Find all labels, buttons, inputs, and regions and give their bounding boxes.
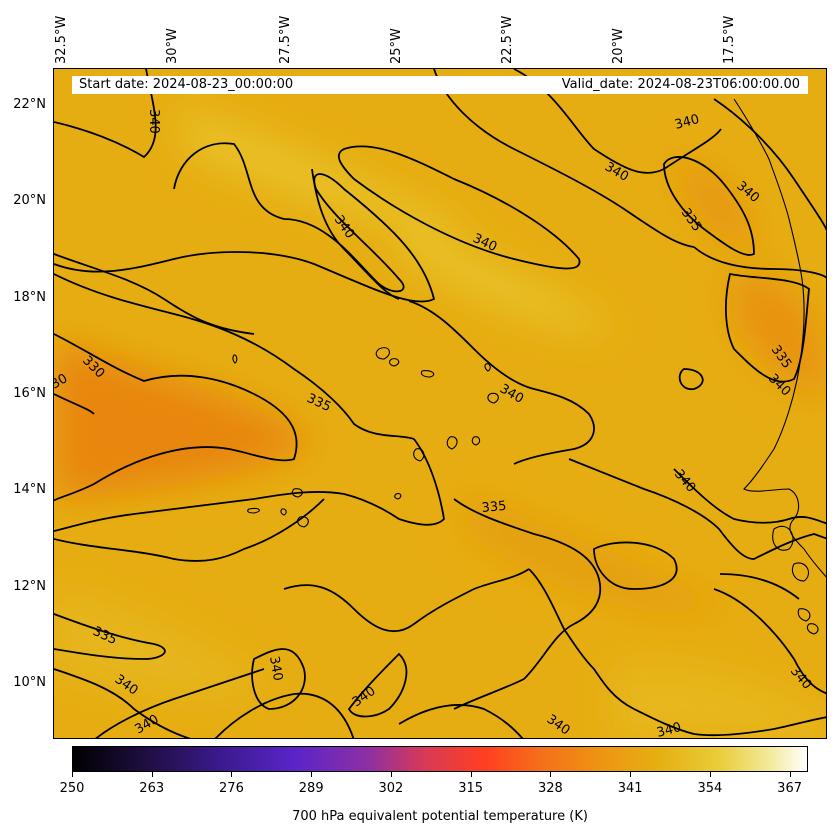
contour-line [54, 438, 445, 532]
island [471, 436, 481, 446]
island [389, 358, 400, 367]
colorbar-tick [390, 772, 392, 777]
contour-line [453, 498, 602, 710]
contour-line [347, 652, 408, 718]
colorbar-tick-label: 289 [298, 781, 324, 796]
contour-line [54, 668, 191, 738]
colorbar-tick-label: 302 [378, 781, 404, 796]
contour-line [513, 69, 722, 174]
colorbar-tick [231, 772, 233, 777]
map-canvas: 340 340 340 340 340 335 340 335 340 330 … [54, 69, 826, 739]
contour-line [54, 498, 325, 562]
colorbar-tick-label: 367 [777, 781, 803, 796]
contour-lines [54, 69, 826, 738]
contour-line [54, 613, 166, 660]
africa-coastline [733, 98, 826, 578]
contour-line [433, 69, 695, 248]
colorbar-tick [630, 772, 632, 777]
contour-line [633, 708, 826, 737]
lon-label-27-5w: 27.5°W [278, 15, 293, 64]
contour-line [725, 272, 810, 383]
contour-line [663, 156, 755, 256]
colorbar-tick [709, 772, 711, 777]
island [394, 493, 402, 500]
colorbar-title: 700 hPa equivalent potential temperature… [292, 809, 588, 824]
lat-label-22n: 22°N [13, 97, 46, 112]
island [232, 354, 238, 364]
contour-line [214, 692, 355, 738]
contour-line [593, 541, 678, 590]
island [375, 347, 390, 360]
island [446, 436, 458, 450]
lat-label-14n: 14°N [13, 482, 46, 497]
island [806, 623, 819, 635]
lon-label-25w: 25°W [389, 28, 404, 64]
lat-label-12n: 12°N [13, 579, 46, 594]
contour-line [673, 468, 826, 525]
colorbar-tick-label: 276 [219, 781, 244, 796]
colorbar-tick [151, 772, 153, 777]
colorbar-tick-label: 315 [458, 781, 484, 796]
island [413, 448, 425, 462]
coastline [232, 98, 826, 635]
lon-label-17-5w: 17.5°W [722, 15, 737, 64]
island [280, 508, 287, 516]
contour-line [713, 588, 826, 695]
lat-label-16n: 16°N [13, 386, 46, 401]
colorbar-tick [72, 772, 73, 777]
contour-line [678, 368, 704, 390]
colorbar [72, 746, 808, 772]
island [247, 507, 260, 514]
island [420, 370, 435, 378]
contour-line [283, 568, 530, 633]
island [297, 516, 309, 528]
contour-label: 340 [266, 655, 285, 682]
colorbar-tick-label: 341 [617, 781, 643, 796]
contour-line [311, 168, 400, 300]
lon-label-30w: 30°W [165, 28, 180, 64]
contour-line [95, 668, 265, 738]
start-date-label: Start date: 2024-08-23_00:00:00 [79, 77, 294, 92]
map-panel: 340 340 340 340 340 335 340 335 340 330 … [53, 68, 827, 739]
colorbar-tick-label: 354 [697, 781, 723, 796]
island [772, 525, 794, 551]
lon-label-22-5w: 22.5°W [500, 15, 515, 64]
contour-line [528, 568, 635, 710]
lat-label-10n: 10°N [13, 675, 46, 690]
lon-label-32-5w: 32.5°W [54, 15, 69, 64]
colorbar-tick-label: 263 [139, 781, 165, 796]
contour-line [719, 573, 800, 600]
island [487, 392, 499, 404]
island [797, 608, 811, 622]
colorbar-tick [311, 772, 313, 777]
contour-line [54, 273, 415, 440]
contour-line [398, 704, 524, 738]
contour-line [54, 253, 255, 335]
run-info-box: Start date: 2024-08-23_00:00:00 Valid_da… [72, 76, 808, 94]
island [484, 363, 491, 372]
contour-line [693, 246, 826, 279]
valid-date-label: Valid_date: 2024-08-23T06:00:00.00 [561, 77, 800, 92]
colorbar-tick-label: 328 [537, 781, 563, 796]
colorbar-tick-label: 250 [59, 781, 85, 796]
contour-line [54, 69, 157, 159]
lat-label-18n: 18°N [13, 290, 46, 305]
lat-label-20n: 20°N [13, 193, 46, 208]
contour-line [713, 98, 826, 231]
contour-label: 335 [481, 499, 507, 516]
contour-label: 340 [146, 109, 161, 134]
lon-label-20w: 20°W [611, 28, 626, 64]
contour-line [337, 145, 581, 270]
contour-label: 340 [673, 112, 701, 133]
contour-line [54, 333, 298, 502]
contour-line [408, 300, 595, 465]
contour-label: 340 [655, 720, 683, 739]
island [791, 562, 809, 582]
contour-line [54, 393, 95, 415]
colorbar-tick [470, 772, 472, 777]
colorbar-tick [550, 772, 552, 777]
island [291, 488, 303, 498]
colorbar-tick [789, 772, 791, 777]
